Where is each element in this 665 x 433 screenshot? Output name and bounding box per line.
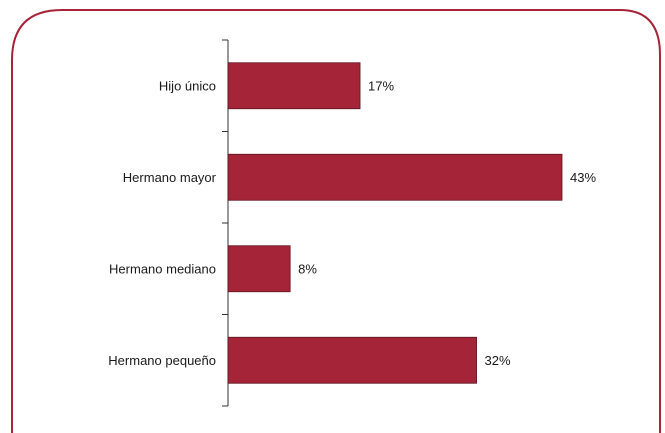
bars-layer: [227, 62, 563, 384]
category-label: Hijo único: [159, 78, 216, 93]
rounded-frame-border: [11, 9, 661, 433]
category-label: Hermano mayor: [123, 170, 217, 185]
bar: [227, 153, 563, 201]
category-label: Hermano mediano: [109, 261, 216, 276]
bar: [227, 245, 291, 293]
bar: [227, 62, 361, 110]
axis-layer: [222, 39, 229, 407]
bar: [227, 336, 477, 384]
value-label: 32%: [485, 353, 511, 368]
value-label: 8%: [298, 261, 317, 276]
labels-layer: Hijo único 17% Hermano mayor 43% Hermano med…: [108, 78, 596, 368]
value-label: 43%: [570, 170, 596, 185]
category-label: Hermano pequeño: [108, 353, 216, 368]
value-label: 17%: [368, 78, 394, 93]
